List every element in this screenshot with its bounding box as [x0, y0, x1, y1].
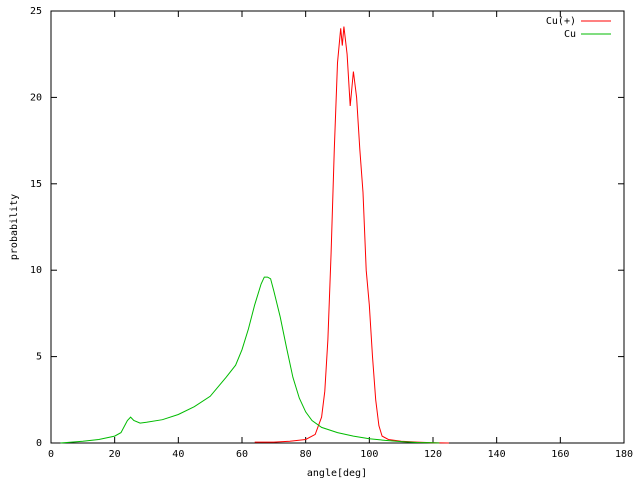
x-tick-label: 0 [48, 449, 54, 460]
y-tick-label: 5 [36, 352, 42, 363]
x-tick-label: 20 [109, 449, 121, 460]
y-tick-label: 20 [30, 92, 42, 103]
legend-label: Cu [564, 29, 576, 40]
x-tick-label: 160 [551, 449, 569, 460]
x-tick-label: 180 [615, 449, 633, 460]
y-tick-label: 25 [30, 6, 42, 17]
y-tick-label: 10 [30, 265, 42, 276]
legend-label: Cu(+) [546, 16, 576, 27]
x-tick-label: 140 [488, 449, 506, 460]
x-tick-label: 60 [236, 449, 248, 460]
x-tick-label: 100 [360, 449, 378, 460]
x-tick-label: 40 [172, 449, 184, 460]
y-axis-label: probability [9, 194, 20, 260]
data-line [254, 26, 449, 444]
x-axis-label: angle[deg] [307, 468, 367, 479]
plot-border [50, 10, 625, 444]
x-tick-label: 120 [424, 449, 442, 460]
x-tick-label: 80 [300, 449, 312, 460]
data-line [60, 276, 440, 444]
y-tick-label: 0 [36, 438, 42, 449]
y-tick-label: 15 [30, 179, 42, 190]
